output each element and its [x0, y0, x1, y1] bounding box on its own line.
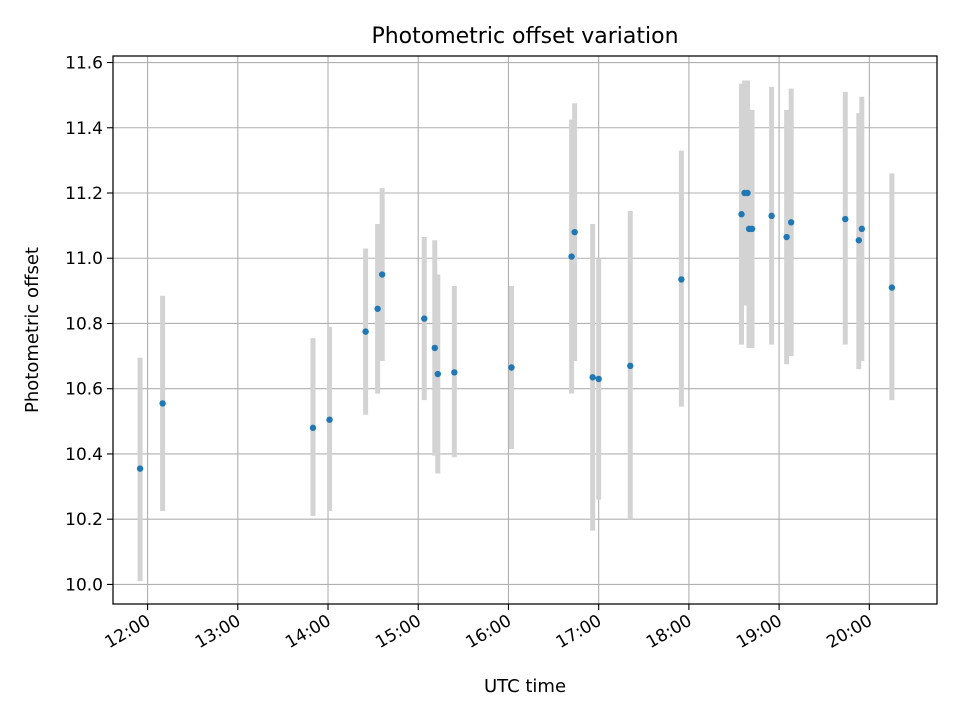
data-point	[451, 369, 458, 376]
data-point	[858, 225, 866, 233]
data-point	[748, 225, 756, 233]
y-tick-label: 11.0	[65, 249, 103, 269]
data-point	[589, 374, 596, 381]
data-point	[421, 315, 428, 322]
plot-frame	[112, 55, 938, 605]
data-point	[326, 416, 333, 423]
y-axis-ticks: 10.0 10.2 10.4 10.6 10.8 11.0 11.2 11.4 11.6	[65, 54, 113, 595]
data-point	[738, 211, 745, 218]
y-tick-label: 10.2	[65, 510, 103, 530]
data-point	[362, 328, 369, 335]
x-axis-label: UTC time	[484, 676, 566, 697]
data-point	[744, 189, 751, 197]
y-tick-label: 10.0	[65, 575, 103, 595]
data-point	[508, 364, 515, 371]
data-point	[627, 362, 634, 370]
y-tick-label: 10.6	[65, 380, 103, 400]
data-point	[159, 400, 166, 407]
data-point	[136, 465, 144, 472]
data-point	[568, 253, 575, 260]
data-point	[888, 284, 896, 291]
data-point	[374, 305, 381, 312]
data-point	[855, 237, 863, 244]
chart-title: Photometric offset variation	[371, 24, 678, 49]
y-tick-label: 11.6	[65, 54, 103, 74]
data-point	[768, 212, 775, 220]
y-axis-label: Photometric offset	[22, 247, 43, 413]
data-point	[787, 219, 795, 226]
data-point	[783, 233, 790, 241]
data-point	[595, 375, 602, 383]
data-point	[434, 370, 441, 378]
data-point	[842, 215, 849, 223]
data-point	[571, 228, 578, 236]
data-points	[136, 189, 896, 472]
data-point	[378, 271, 386, 278]
y-tick-label: 11.4	[65, 119, 103, 139]
data-point	[431, 344, 438, 352]
data-point	[678, 276, 685, 283]
data-point	[309, 424, 317, 432]
y-tick-label: 10.8	[65, 314, 103, 334]
y-tick-label: 11.2	[65, 184, 103, 204]
y-tick-label: 10.4	[65, 445, 103, 465]
